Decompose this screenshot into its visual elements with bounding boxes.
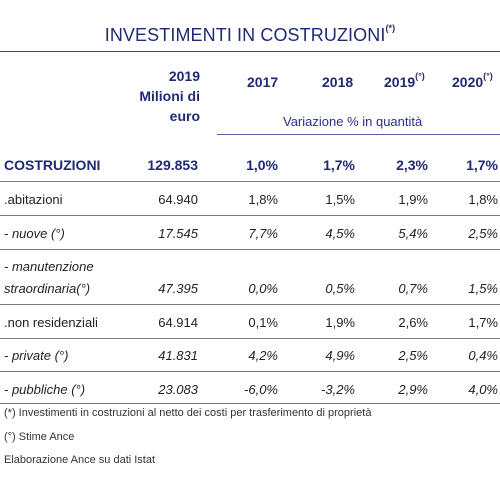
row-label-manutenzione-line2: straordinaria(°) [4, 281, 91, 296]
cell-2020: 2,5% [468, 226, 498, 241]
header-2019: 2019(°) [384, 71, 425, 90]
cell-2017: 0,1% [248, 315, 278, 330]
row-label-abitazioni: .abitazioni [4, 192, 63, 207]
header-2020: 2020(°) [452, 71, 493, 90]
footnote-fonte: Elaborazione Ance su dati Istat [4, 454, 156, 466]
row-label-non-residenziali: .non residenziali [4, 315, 98, 330]
header-2017: 2017 [247, 74, 279, 90]
row-divider [0, 215, 500, 216]
title-divider [0, 51, 500, 52]
cell-2019: 2,6% [398, 315, 428, 330]
cell-value: 41.831 [158, 348, 198, 363]
cell-2018: 1,7% [323, 157, 355, 173]
cell-2017: 4,2% [248, 348, 278, 363]
variation-label: Variazione % in quantità [283, 114, 423, 129]
cell-2019: 2,3% [396, 157, 428, 173]
cell-2018: 1,9% [325, 315, 355, 330]
cell-2020: 1,5% [468, 281, 498, 296]
cell-2020: 0,4% [468, 348, 498, 363]
row-divider [0, 249, 500, 250]
cell-2019: 2,9% [398, 382, 428, 397]
variation-divider [217, 134, 500, 135]
cell-2017: 1,0% [246, 157, 278, 173]
cell-value: 17.545 [158, 226, 198, 241]
cell-2017: 7,7% [248, 226, 278, 241]
cell-2018: 4,5% [325, 226, 355, 241]
cell-2019: 1,9% [398, 192, 428, 207]
cell-2019: 5,4% [398, 226, 428, 241]
row-label-costruzioni: COSTRUZIONI [4, 157, 101, 173]
cell-2020: 1,7% [468, 315, 498, 330]
cell-2019: 2,5% [398, 348, 428, 363]
footnote-stime: (°) Stime Ance [4, 431, 75, 443]
cell-2019: 0,7% [398, 281, 428, 296]
row-label-nuove: - nuove (°) [4, 226, 65, 241]
header-2018: 2018 [322, 74, 354, 90]
cell-2020: 1,8% [468, 192, 498, 207]
row-divider [0, 181, 500, 182]
table-bottom-divider [0, 403, 500, 404]
cell-value: 64.914 [158, 315, 198, 330]
cell-value: 129.853 [147, 157, 198, 173]
cell-2017: 1,8% [248, 192, 278, 207]
row-divider [0, 304, 500, 305]
table-title: INVESTIMENTI IN COSTRUZIONI(*) [104, 23, 396, 45]
header-2019-value: 2019 Milioni di euro [139, 68, 200, 124]
cell-value: 64.940 [158, 192, 198, 207]
title-footnote-mark: (*) [385, 23, 396, 33]
cell-2018: 1,5% [325, 192, 355, 207]
cell-2017: -6,0% [244, 382, 278, 397]
row-label-manutenzione-line1: - manutenzione [4, 259, 94, 274]
cell-value: 23.083 [158, 382, 198, 397]
footnote-investimenti: (*) Investimenti in costruzioni al netto… [4, 407, 372, 419]
row-label-private: - private (°) [4, 348, 69, 363]
cell-2017: 0,0% [248, 281, 278, 296]
row-divider [0, 371, 500, 372]
cell-2018: 4,9% [325, 348, 355, 363]
row-divider [0, 338, 500, 339]
cell-2020: 1,7% [466, 157, 498, 173]
cell-value: 47.395 [158, 281, 198, 296]
row-label-pubbliche: - pubbliche (°) [4, 382, 86, 397]
cell-2018: -3,2% [321, 382, 355, 397]
cell-2018: 0,5% [325, 281, 355, 296]
cell-2020: 4,0% [468, 382, 498, 397]
